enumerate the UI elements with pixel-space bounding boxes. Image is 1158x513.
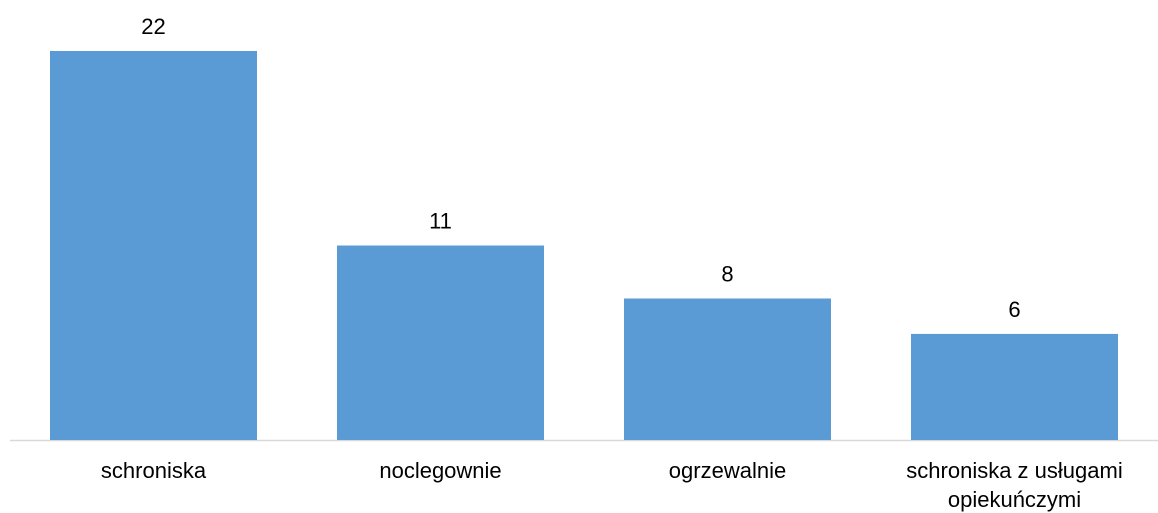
- bar-3: [624, 298, 831, 440]
- category-labels-group: schroniska noclegownie ogrzewalnie schronis…: [101, 458, 1123, 512]
- data-label-2: 11: [429, 209, 452, 234]
- category-label-3: ogrzewalnie: [669, 458, 786, 483]
- data-label-4: 6: [1008, 297, 1020, 322]
- category-label-4-line-1: schroniska z usługami: [906, 458, 1122, 483]
- data-label-3: 8: [721, 262, 733, 287]
- bar-4: [911, 333, 1118, 440]
- category-label-2: noclegownie: [379, 458, 501, 483]
- bars-group: [50, 51, 1118, 440]
- bar-2: [337, 245, 544, 440]
- data-label-1: 22: [141, 14, 165, 39]
- category-label-4-line-2: opiekuńczymi: [948, 487, 1081, 512]
- bar-1: [50, 51, 257, 440]
- category-label-1: schroniska: [101, 458, 207, 483]
- data-labels-group: 22 11 8 6: [141, 14, 1020, 322]
